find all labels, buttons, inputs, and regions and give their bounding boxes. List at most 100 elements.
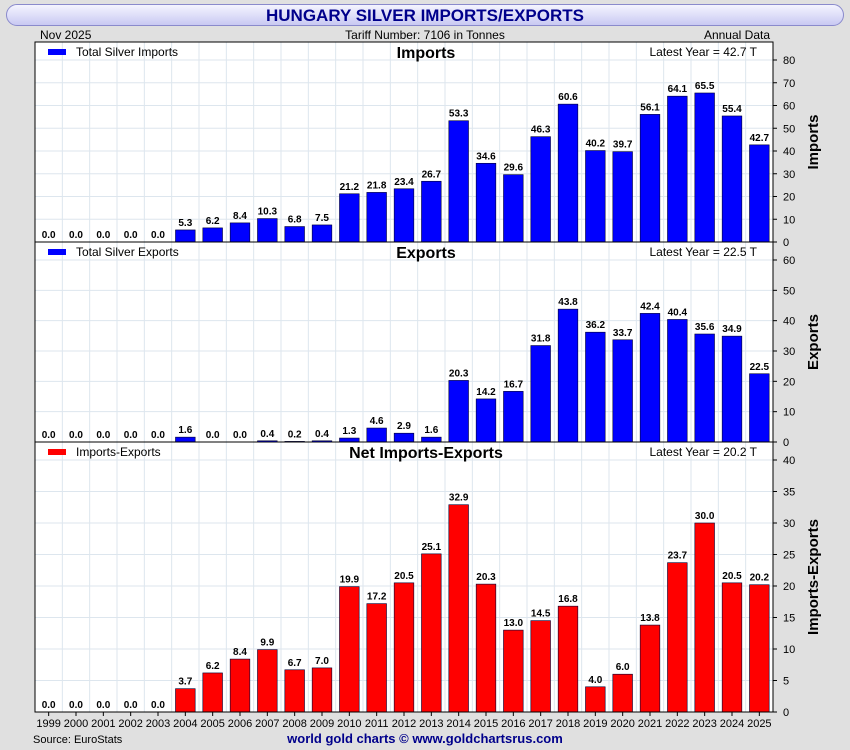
bar-value-label: 42.7: [750, 133, 770, 144]
bar-value-label: 26.7: [422, 169, 442, 180]
legend-label: Imports-Exports: [76, 445, 161, 459]
x-tick-label: 2015: [474, 718, 498, 730]
tariff-label: Tariff Number: 7106 in Tonnes: [345, 28, 505, 42]
bar-value-label: 0.0: [42, 700, 56, 711]
y-tick-label: 70: [783, 78, 795, 90]
bar: [393, 188, 415, 243]
bar-value-label: 0.0: [96, 430, 110, 441]
bar: [257, 649, 278, 713]
panel-title: Imports: [397, 45, 456, 62]
bar-value-label: 0.0: [206, 430, 220, 441]
bar: [530, 345, 551, 443]
bar-value-label: 0.4: [315, 429, 329, 440]
bar: [639, 624, 661, 713]
bar: [612, 673, 633, 713]
bar-value-label: 20.3: [449, 368, 469, 379]
bar: [339, 437, 360, 443]
bar-value-label: 2.9: [397, 421, 411, 432]
bar-value-label: 7.5: [315, 213, 329, 224]
bar: [721, 335, 743, 443]
bar-value-label: 14.5: [531, 609, 551, 620]
bar: [421, 436, 442, 443]
bar-value-label: 13.8: [640, 613, 660, 624]
y-tick-label: 40: [783, 455, 795, 467]
bar-value-label: 13.0: [504, 618, 524, 629]
bar: [557, 605, 579, 713]
y-tick-label: 15: [783, 613, 795, 625]
bar: [366, 427, 387, 443]
bar: [284, 669, 305, 713]
x-tick-label: 2008: [282, 718, 306, 730]
bar: [475, 162, 497, 243]
bar-value-label: 21.8: [367, 180, 387, 191]
bar-value-label: 6.2: [206, 661, 220, 672]
legend-swatch: [48, 249, 66, 255]
bar: [229, 658, 251, 713]
bar-value-label: 32.9: [449, 493, 469, 504]
bar-value-label: 9.9: [260, 638, 274, 649]
bar: [667, 319, 688, 443]
y-tick-label: 0: [783, 237, 789, 249]
bar-value-label: 30.0: [695, 511, 715, 522]
bar-value-label: 34.9: [722, 324, 742, 335]
bar-value-label: 0.0: [69, 230, 83, 241]
bar: [284, 226, 305, 243]
latest-year-label: Latest Year = 20.2 T: [649, 445, 757, 459]
bar-value-label: 0.0: [69, 430, 83, 441]
bar-value-label: 0.0: [151, 430, 165, 441]
bar: [721, 582, 743, 713]
y-tick-label: 20: [783, 376, 795, 388]
bar: [393, 582, 415, 713]
x-tick-label: 2022: [665, 718, 689, 730]
bar-value-label: 21.2: [340, 182, 360, 193]
bar-value-label: 22.5: [750, 362, 770, 373]
y-tick-label: 10: [783, 407, 795, 419]
bar-value-label: 6.0: [616, 662, 630, 673]
bar: [530, 136, 551, 243]
x-tick-label: 2006: [228, 718, 252, 730]
bar-value-label: 3.7: [178, 677, 192, 688]
bar: [229, 222, 251, 243]
legend-swatch: [48, 49, 66, 55]
x-tick-label: 2005: [200, 718, 224, 730]
y-tick-label: 0: [783, 707, 789, 719]
bar-value-label: 14.2: [476, 387, 496, 398]
bar-value-label: 1.3: [342, 426, 356, 437]
bar: [721, 115, 743, 243]
source-label: Source: EuroStats: [33, 734, 123, 746]
bar-value-label: 55.4: [722, 104, 742, 115]
bar-value-label: 31.8: [531, 334, 551, 345]
y-tick-label: 60: [783, 255, 795, 267]
x-tick-label: 2004: [173, 718, 197, 730]
x-tick-label: 2025: [747, 718, 771, 730]
bar-value-label: 8.4: [233, 647, 247, 658]
y-tick-label: 0: [783, 437, 789, 449]
date-label: Nov 2025: [40, 28, 92, 42]
bar: [749, 373, 770, 443]
bar-value-label: 36.2: [586, 320, 606, 331]
bar-value-label: 65.5: [695, 81, 715, 92]
bar-value-label: 0.2: [288, 429, 302, 440]
bar: [503, 174, 524, 243]
bar-value-label: 17.2: [367, 592, 387, 603]
y-tick-label: 10: [783, 644, 795, 656]
bar-value-label: 20.5: [722, 571, 742, 582]
bar: [339, 193, 360, 243]
bar-value-label: 29.6: [504, 163, 524, 174]
bar: [749, 144, 770, 243]
y-axis-label: Exports: [805, 314, 822, 370]
x-tick-label: 2013: [419, 718, 443, 730]
bar-value-label: 60.6: [558, 92, 578, 103]
y-tick-label: 35: [783, 487, 795, 499]
bar: [202, 672, 223, 713]
bar-value-label: 0.0: [124, 700, 138, 711]
bar: [366, 192, 387, 243]
bar-value-label: 23.7: [668, 551, 688, 562]
bar-value-label: 34.6: [476, 151, 496, 162]
bar: [202, 227, 223, 243]
bar: [530, 620, 551, 713]
bar-value-label: 4.6: [370, 416, 384, 427]
latest-year-label: Latest Year = 22.5 T: [649, 245, 757, 259]
bar: [175, 688, 196, 713]
y-tick-label: 30: [783, 346, 795, 358]
